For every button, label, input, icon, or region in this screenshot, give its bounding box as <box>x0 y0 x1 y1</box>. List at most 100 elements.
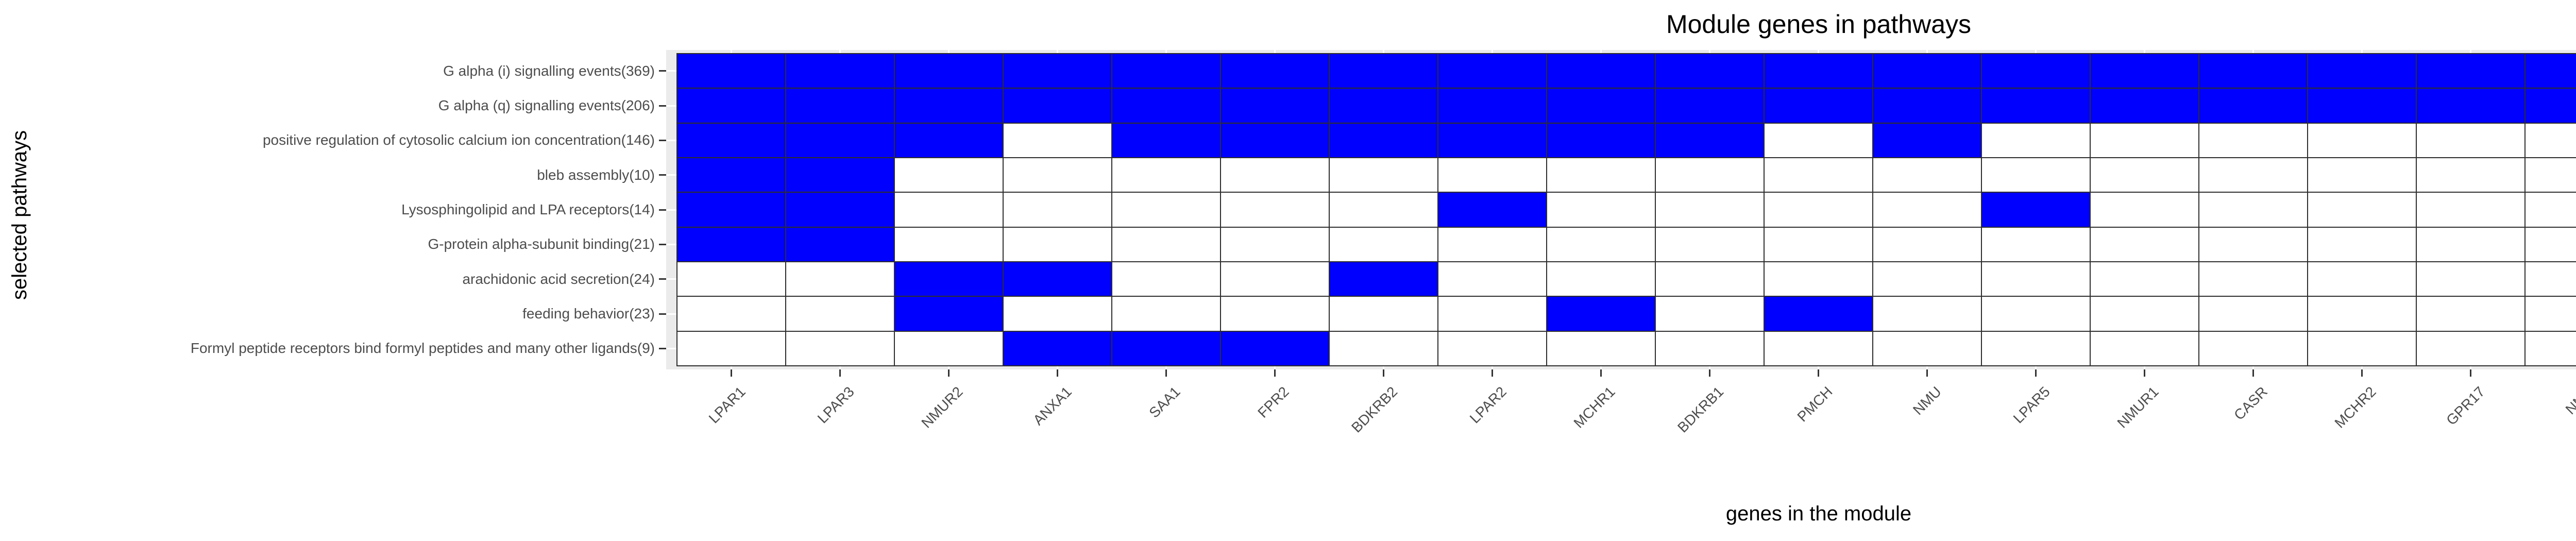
heatmap-cell <box>1981 192 2090 227</box>
heatmap-cell <box>2308 331 2416 366</box>
chart-title: Module genes in pathways <box>1666 10 1972 39</box>
heatmap-cell <box>1547 192 1655 227</box>
y-tick-mark <box>659 347 666 349</box>
x-tick-mark <box>1057 369 1058 377</box>
heatmap-cell <box>677 54 786 89</box>
heatmap-cell <box>1438 262 1547 297</box>
heatmap-cell <box>2308 54 2416 89</box>
heatmap-cell <box>1438 331 1547 366</box>
heatmap-cell <box>2525 88 2576 123</box>
y-tick-mark <box>659 209 666 211</box>
heatmap-cell <box>2308 123 2416 158</box>
heatmap-panel <box>666 50 2576 369</box>
heatmap-cell <box>1003 88 1112 123</box>
heatmap-cell <box>1329 227 1438 262</box>
heatmap-cell <box>1764 158 1873 193</box>
heatmap-cell <box>2090 262 2199 297</box>
heatmap-cell <box>894 192 1003 227</box>
heatmap-cell <box>1547 88 1655 123</box>
heatmap-cell <box>2199 227 2308 262</box>
heatmap-cell <box>1003 158 1112 193</box>
y-tick-label: positive regulation of cytosolic calcium… <box>262 132 655 148</box>
heatmap-cell <box>2525 262 2576 297</box>
heatmap-cell <box>1873 227 1981 262</box>
heatmap-cell <box>1003 54 1112 89</box>
heatmap-cell <box>2199 54 2308 89</box>
heatmap-cell <box>2525 296 2576 331</box>
heatmap-cell <box>2090 331 2199 366</box>
heatmap-cell <box>2199 262 2308 297</box>
heatmap-cell <box>1547 54 1655 89</box>
x-tick-mark <box>839 369 841 377</box>
heatmap-cell <box>786 192 894 227</box>
y-tick-mark <box>659 313 666 315</box>
heatmap-cell <box>677 192 786 227</box>
heatmap-cell <box>1547 331 1655 366</box>
heatmap-cell <box>1112 227 1221 262</box>
heatmap-cell <box>2416 158 2525 193</box>
heatmap-cell <box>786 262 894 297</box>
heatmap-cell <box>1764 123 1873 158</box>
x-tick-label: LPAR2 <box>1466 383 1510 427</box>
heatmap-cell <box>2525 331 2576 366</box>
x-tick-label: BDKRB2 <box>1348 383 1401 436</box>
y-tick-mark <box>659 105 666 107</box>
x-tick-mark <box>2144 369 2145 377</box>
heatmap-cell <box>1655 262 1764 297</box>
heatmap-cell <box>1221 158 1329 193</box>
heatmap-cell <box>1547 123 1655 158</box>
heatmap-cell <box>2090 192 2199 227</box>
heatmap-cell <box>1112 88 1221 123</box>
x-tick-label: NMU <box>1909 383 1944 418</box>
heatmap-cell <box>1655 296 1764 331</box>
heatmap-cell <box>1438 54 1547 89</box>
y-tick-label: feeding behavior(23) <box>522 306 655 322</box>
x-tick-mark <box>1709 369 1710 377</box>
y-tick-label: bleb assembly(10) <box>537 166 655 183</box>
y-tick-label: G-protein alpha-subunit binding(21) <box>428 236 655 252</box>
heatmap-cell <box>786 54 894 89</box>
x-tick-mark <box>1926 369 1928 377</box>
y-tick-label: Formyl peptide receptors bind formyl pep… <box>190 340 655 357</box>
heatmap-cell <box>1329 88 1438 123</box>
y-tick-mark <box>659 139 666 141</box>
heatmap-cell <box>1655 227 1764 262</box>
heatmap-cell <box>1655 123 1764 158</box>
heatmap-cell <box>677 296 786 331</box>
heatmap-cell <box>2090 158 2199 193</box>
heatmap-cell <box>2090 227 2199 262</box>
heatmap-cell <box>2308 158 2416 193</box>
heatmap-cell <box>1547 262 1655 297</box>
heatmap-cell <box>1112 262 1221 297</box>
x-tick-label: ANXA1 <box>1029 383 1075 429</box>
y-axis-title: selected pathways <box>8 130 31 300</box>
heatmap-cell <box>894 54 1003 89</box>
x-axis-title: genes in the module <box>1725 502 1912 525</box>
x-tick-label: FPR2 <box>1255 383 1292 421</box>
y-tick-mark <box>659 174 666 176</box>
heatmap-cell <box>1981 331 2090 366</box>
heatmap-cell <box>1112 296 1221 331</box>
heatmap-cell <box>2525 158 2576 193</box>
heatmap-cell <box>1764 192 1873 227</box>
heatmap-cell <box>2416 123 2525 158</box>
y-tick-label: G alpha (i) signalling events(369) <box>443 62 655 79</box>
x-tick-label: NMUR2 <box>918 383 966 431</box>
x-tick-label: MCHR1 <box>1570 383 1618 431</box>
heatmap-cell <box>1764 331 1873 366</box>
heatmap-cell <box>2199 192 2308 227</box>
x-tick-label: LPAR3 <box>814 383 857 427</box>
heatmap-cell <box>2199 296 2308 331</box>
heatmap-cell <box>1112 54 1221 89</box>
heatmap-cell <box>1764 227 1873 262</box>
heatmap-cell <box>894 227 1003 262</box>
x-tick-mark <box>1165 369 1167 377</box>
heatmap-cell <box>2090 88 2199 123</box>
heatmap-cell <box>1221 123 1329 158</box>
heatmap-cell <box>2416 192 2525 227</box>
heatmap-cell <box>2416 262 2525 297</box>
heatmap-cell <box>2308 88 2416 123</box>
heatmap-cell <box>1003 331 1112 366</box>
y-tick-mark <box>659 278 666 280</box>
